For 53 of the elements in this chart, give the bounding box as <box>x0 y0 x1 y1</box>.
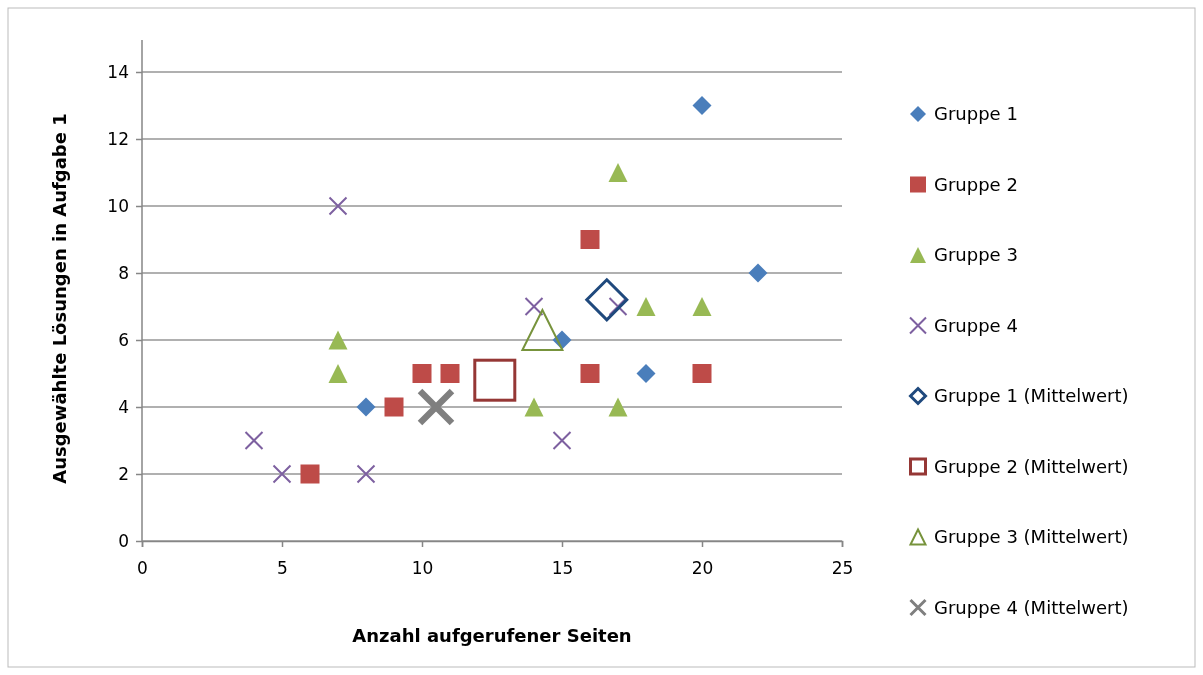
point <box>384 397 404 417</box>
y-tick-label: 10 <box>107 195 129 216</box>
point <box>585 278 629 322</box>
x-tick-label: 15 <box>551 557 574 578</box>
legend-label: Gruppe 4 (Mittelwert) <box>934 596 1129 618</box>
point <box>524 397 544 417</box>
point <box>244 431 264 450</box>
x-tick-label: 20 <box>691 557 714 578</box>
point <box>416 387 456 427</box>
point <box>636 297 656 316</box>
point <box>552 431 572 450</box>
point <box>473 358 517 402</box>
legend-label: Gruppe 2 (Mittelwert) <box>934 455 1129 477</box>
y-tick-label: 6 <box>118 329 129 350</box>
point <box>328 330 348 350</box>
point <box>328 196 348 216</box>
legend-label: Gruppe 1 (Mittelwert) <box>934 385 1129 406</box>
point <box>356 397 376 417</box>
x-tick-label: 5 <box>277 557 288 578</box>
point <box>608 297 628 316</box>
x-axis-title: Anzahl aufgerufener Seiten <box>352 625 632 646</box>
x-tick-label: 25 <box>831 557 854 578</box>
y-tick-label: 2 <box>118 463 129 484</box>
point <box>272 464 292 484</box>
legend-label: Gruppe 4 <box>934 314 1018 336</box>
point <box>440 364 460 383</box>
point <box>608 397 628 417</box>
point <box>521 308 564 351</box>
point <box>636 364 656 383</box>
point <box>412 364 432 383</box>
y-tick-label: 14 <box>107 61 129 82</box>
point <box>300 464 320 484</box>
legend-label: Gruppe 2 <box>934 173 1018 195</box>
y-tick-label: 4 <box>118 396 129 417</box>
point <box>356 464 376 484</box>
x-tick-label: 10 <box>411 557 434 578</box>
point <box>692 96 712 115</box>
point <box>580 230 600 249</box>
point <box>524 297 544 316</box>
legend-label: Gruppe 1 <box>934 103 1018 124</box>
point <box>692 364 712 383</box>
legend-label: Gruppe 3 (Mittelwert) <box>934 526 1129 547</box>
point <box>328 364 348 383</box>
point <box>608 163 628 182</box>
x-tick-label: 0 <box>137 557 148 578</box>
y-axis-title: Ausgewählte Lösungen in Aufgabe 1 <box>49 113 70 484</box>
y-tick-label: 8 <box>118 262 129 283</box>
legend-label: Gruppe 3 <box>934 244 1018 265</box>
point <box>748 263 768 283</box>
y-tick-label: 0 <box>118 530 129 551</box>
y-tick-label: 12 <box>107 128 129 149</box>
point <box>580 364 600 383</box>
point <box>692 297 712 316</box>
